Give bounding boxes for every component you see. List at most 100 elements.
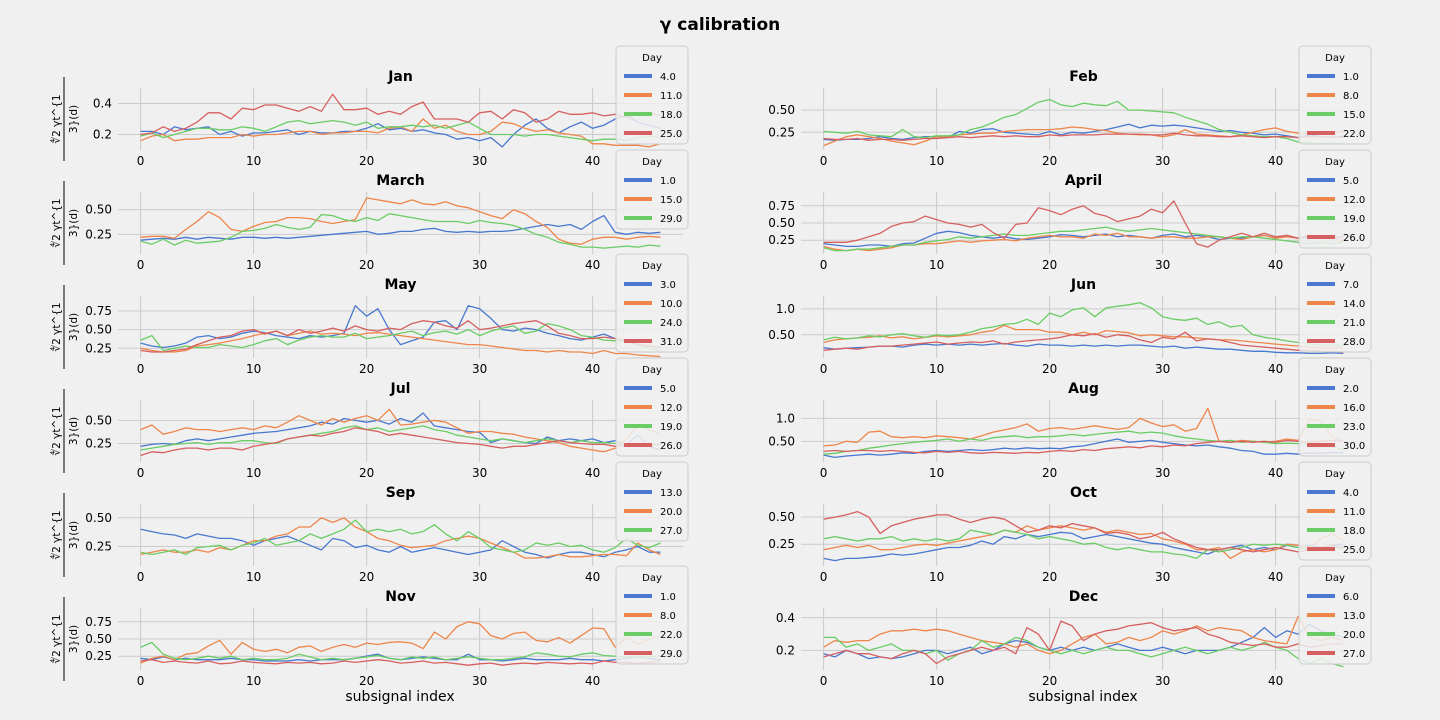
legend-label: 12.0 <box>1343 195 1365 206</box>
x-tick-label: 40 <box>1268 466 1283 480</box>
legend: Day 13.0 20.0 27.0 <box>615 461 689 542</box>
x-tick-label: 10 <box>246 674 261 688</box>
series-line-8-0 <box>823 126 1344 147</box>
legend-label: 13.0 <box>660 488 682 499</box>
y-axis-label: ∜2 γt^{1 3}(d) <box>50 77 80 161</box>
y-tick-label: 0.50 <box>85 511 112 525</box>
subplot-oct: 0 10 20 30 40 0.25 0.50 Oct Day 4.0 11.0 18.0 25.0 <box>768 461 1372 584</box>
y-tick-label: 0.25 <box>768 125 795 139</box>
x-tick-label: 10 <box>246 258 261 272</box>
series-line-30-0 <box>823 439 1344 454</box>
x-tick-label: 30 <box>1155 154 1170 168</box>
series-line-28-0 <box>823 331 1344 353</box>
series-line-18-0 <box>823 529 1344 560</box>
legend-label: 5.0 <box>1343 176 1359 187</box>
series-line-20-0 <box>140 517 661 559</box>
legend-label: 29.0 <box>660 214 682 225</box>
subplot-title: Dec <box>1069 589 1098 605</box>
x-tick-label: 20 <box>359 674 374 688</box>
subplot-sep: 0 10 20 30 40 0.25 0.50 Sep Day 13.0 20.0 27.0 <box>85 461 689 584</box>
y-tick-label: 0.50 <box>85 632 112 646</box>
y-axis-label-denominator: 3}(d) <box>68 521 80 549</box>
legend-label: 18.0 <box>660 110 682 121</box>
legend-title: Day <box>1325 53 1345 64</box>
series-line-27-0 <box>823 620 1344 665</box>
legend: Day 3.0 10.0 24.0 31.0 <box>615 253 689 353</box>
series-line-19-0 <box>823 226 1344 252</box>
x-tick-label: 0 <box>820 674 828 688</box>
x-tick-label: 0 <box>820 258 828 272</box>
y-tick-label: 0.25 <box>768 537 795 551</box>
y-axis-label-denominator: 3}(d) <box>68 417 80 445</box>
legend-label: 21.0 <box>1343 318 1365 329</box>
legend-label: 20.0 <box>660 507 682 518</box>
legend: Day 1.0 8.0 22.0 29.0 <box>615 565 689 665</box>
y-axis-label-text: ∜2 γt^{1 <box>50 406 63 455</box>
series-line-5-0 <box>140 412 661 451</box>
x-tick-label: 10 <box>929 362 944 376</box>
x-tick-label: 20 <box>359 362 374 376</box>
series-line-4-0 <box>823 531 1344 562</box>
subplot-nov: 0 10 20 30 40 0.25 0.50 0.75 Nov Day 1.0 8.0 22.0 29.… <box>85 565 689 688</box>
legend: Day 1.0 8.0 15.0 22.0 <box>1298 45 1372 145</box>
legend-label: 15.0 <box>1343 110 1365 121</box>
x-tick-label: 20 <box>359 570 374 584</box>
subplot-title: Sep <box>386 485 416 501</box>
legend-title: Day <box>642 53 662 64</box>
x-tick-label: 40 <box>1268 674 1283 688</box>
legend-label: 1.0 <box>1343 72 1359 83</box>
legend: Day 6.0 13.0 20.0 27.0 <box>1298 565 1372 665</box>
series-line-22-0 <box>140 641 661 661</box>
legend-label: 10.0 <box>660 299 682 310</box>
x-tick-label: 0 <box>820 154 828 168</box>
series-line-29-0 <box>140 213 661 249</box>
series-line-25-0 <box>140 93 661 136</box>
x-tick-label: 20 <box>1042 570 1057 584</box>
series-line-24-0 <box>140 322 661 352</box>
series-line-13-0 <box>823 615 1344 655</box>
y-axis-label-text: ∜2 γt^{1 <box>50 198 63 247</box>
y-tick-label: 0.25 <box>85 649 112 663</box>
legend-label: 5.0 <box>660 384 676 395</box>
subplot-jul: 0 10 20 30 40 0.25 0.50 Jul Day 5.0 12.0 19.0 26.0 <box>85 357 689 480</box>
series-line-21-0 <box>823 302 1344 347</box>
legend: Day 1.0 15.0 29.0 <box>615 149 689 230</box>
x-tick-label: 40 <box>585 466 600 480</box>
y-tick-label: 0.4 <box>776 611 795 625</box>
y-axis-label: ∜2 γt^{1 3}(d) <box>50 597 80 681</box>
legend-label: 20.0 <box>1343 630 1365 641</box>
x-tick-label: 20 <box>1042 362 1057 376</box>
x-tick-label: 30 <box>1155 570 1170 584</box>
series-line-1-0 <box>823 123 1344 141</box>
x-tick-label: 30 <box>1155 258 1170 272</box>
legend-label: 14.0 <box>1343 299 1365 310</box>
x-tick-label: 0 <box>820 466 828 480</box>
legend-title: Day <box>1325 261 1345 272</box>
x-tick-label: 20 <box>1042 154 1057 168</box>
subplot-jan: 0 10 20 30 40 0.2 0.4 Jan Day 4.0 11.0 18.0 25.0 <box>93 45 689 168</box>
series-line-26-0 <box>140 427 661 457</box>
y-tick-label: 0.50 <box>85 203 112 217</box>
y-tick-label: 0.75 <box>85 615 112 629</box>
x-tick-label: 20 <box>359 258 374 272</box>
series-line-2-0 <box>823 438 1344 459</box>
subplot-title: Oct <box>1070 485 1097 501</box>
legend: Day 4.0 11.0 18.0 25.0 <box>1298 461 1372 561</box>
y-axis-label: ∜2 γt^{1 3}(d) <box>50 389 80 473</box>
subplot-march: 0 10 20 30 40 0.25 0.50 March Day 1.0 15.0 29.0 <box>85 149 689 272</box>
x-tick-label: 0 <box>137 466 145 480</box>
legend-title: Day <box>642 573 662 584</box>
series-line-13-0 <box>140 528 661 559</box>
series-line-8-0 <box>140 621 661 664</box>
x-tick-label: 40 <box>1268 362 1283 376</box>
y-tick-label: 0.2 <box>776 643 795 657</box>
y-axis-label-text: ∜2 γt^{1 <box>50 302 63 351</box>
x-tick-label: 0 <box>137 674 145 688</box>
y-tick-label: 1.0 <box>776 302 795 316</box>
legend-label: 13.0 <box>1343 611 1365 622</box>
series-line-10-0 <box>140 330 661 358</box>
x-tick-label: 30 <box>472 154 487 168</box>
legend-label: 15.0 <box>660 195 682 206</box>
y-tick-label: 0.50 <box>768 328 795 342</box>
